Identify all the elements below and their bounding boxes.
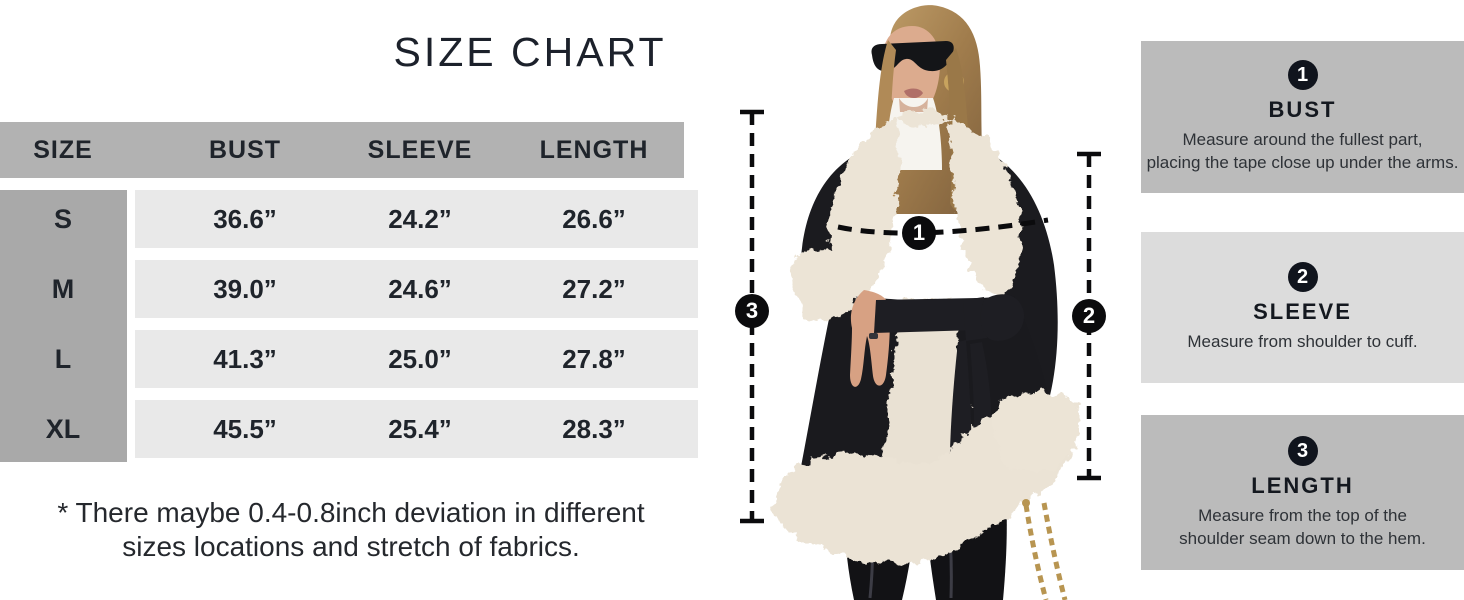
cell-sleeve-m: 24.6” (388, 274, 452, 304)
length-guide-title: LENGTH (1251, 472, 1354, 498)
cell-bust-s: 36.6” (213, 204, 277, 234)
col-header-length: LENGTH (539, 136, 649, 164)
guide-box-length: 3 LENGTH Measure from the top of the sho… (1141, 415, 1464, 570)
col-header-sleeve: SLEEVE (367, 136, 473, 164)
length-desc-line-1: Measure from the top of the (1198, 505, 1407, 525)
cell-length-xl: 28.3” (562, 414, 626, 444)
lips (904, 88, 923, 99)
fur-cuff (790, 249, 861, 321)
fur-collar (829, 109, 1021, 302)
ring (869, 333, 878, 339)
page-title: SIZE CHART (393, 29, 667, 75)
footnote-line-2: sizes locations and stretch of fabrics. (122, 531, 580, 562)
chain-clasp (1022, 499, 1030, 507)
table-row (135, 190, 698, 248)
length-marker-number: 3 (745, 298, 759, 323)
neck-shadow (899, 98, 928, 112)
sleeve-guide-title: SLEEVE (1253, 299, 1352, 324)
guide-box-bust: 1 BUST Measure around the fullest part, … (1141, 41, 1464, 193)
footnote-line-1: * There maybe 0.4-0.8inch deviation in d… (57, 497, 645, 528)
cell-length-s: 26.6” (562, 204, 626, 234)
size-label-l: L (54, 344, 72, 374)
fur-hem (772, 391, 1079, 565)
col-header-size: SIZE (33, 136, 93, 164)
bust-step-badge: 1 (1287, 60, 1318, 90)
size-label-m: M (51, 274, 75, 304)
cell-sleeve-s: 24.2” (388, 204, 452, 234)
cell-bust-xl: 45.5” (213, 414, 277, 444)
table-row (135, 400, 698, 458)
size-label-xl: XL (45, 414, 81, 444)
bust-desc-line-2: placing the tape close up under the arms… (1146, 153, 1459, 172)
cell-length-l: 27.8” (562, 344, 626, 374)
cell-length-m: 27.2” (562, 274, 626, 304)
length-step-badge: 3 (1287, 435, 1318, 466)
col-header-bust: BUST (208, 136, 282, 164)
deviation-footnote: * There maybe 0.4-0.8inch deviation in d… (45, 496, 657, 564)
sleeve-guide-description: Measure from shoulder to cuff. (1141, 330, 1464, 353)
table-row (135, 260, 698, 318)
table-size-column (0, 190, 127, 462)
cell-sleeve-xl: 25.4” (388, 414, 452, 444)
bust-guide-description: Measure around the fullest part, placing… (1141, 128, 1464, 174)
sleeve-marker: 2 (1072, 299, 1106, 333)
size-label-s: S (53, 204, 73, 234)
guide-box-sleeve: 2 SLEEVE Measure from shoulder to cuff. (1141, 232, 1464, 383)
model-photo (772, 5, 1079, 600)
bag-chain (1023, 502, 1068, 600)
sleeve-marker-number: 2 (1082, 303, 1096, 328)
sleeve-step-number: 2 (1296, 266, 1309, 288)
sleeve-desc-line-1: Measure from shoulder to cuff. (1187, 332, 1418, 351)
sleeve-step-badge: 2 (1287, 262, 1318, 292)
bust-marker-number: 1 (912, 220, 926, 245)
cell-sleeve-l: 25.0” (388, 344, 452, 374)
table-header-row (0, 122, 684, 178)
bust-guide-title: BUST (1268, 97, 1337, 122)
bust-step-number: 1 (1296, 64, 1309, 86)
cell-bust-m: 39.0” (213, 274, 277, 304)
length-marker: 3 (735, 294, 769, 328)
table-row (135, 330, 698, 388)
length-step-number: 3 (1296, 439, 1309, 462)
length-guide-description: Measure from the top of the shoulder sea… (1141, 504, 1464, 550)
cell-bust-l: 41.3” (213, 344, 277, 374)
bust-desc-line-1: Measure around the fullest part, (1182, 130, 1423, 149)
bust-marker: 1 (902, 216, 936, 250)
length-desc-line-2: shoulder seam down to the hem. (1179, 528, 1426, 548)
